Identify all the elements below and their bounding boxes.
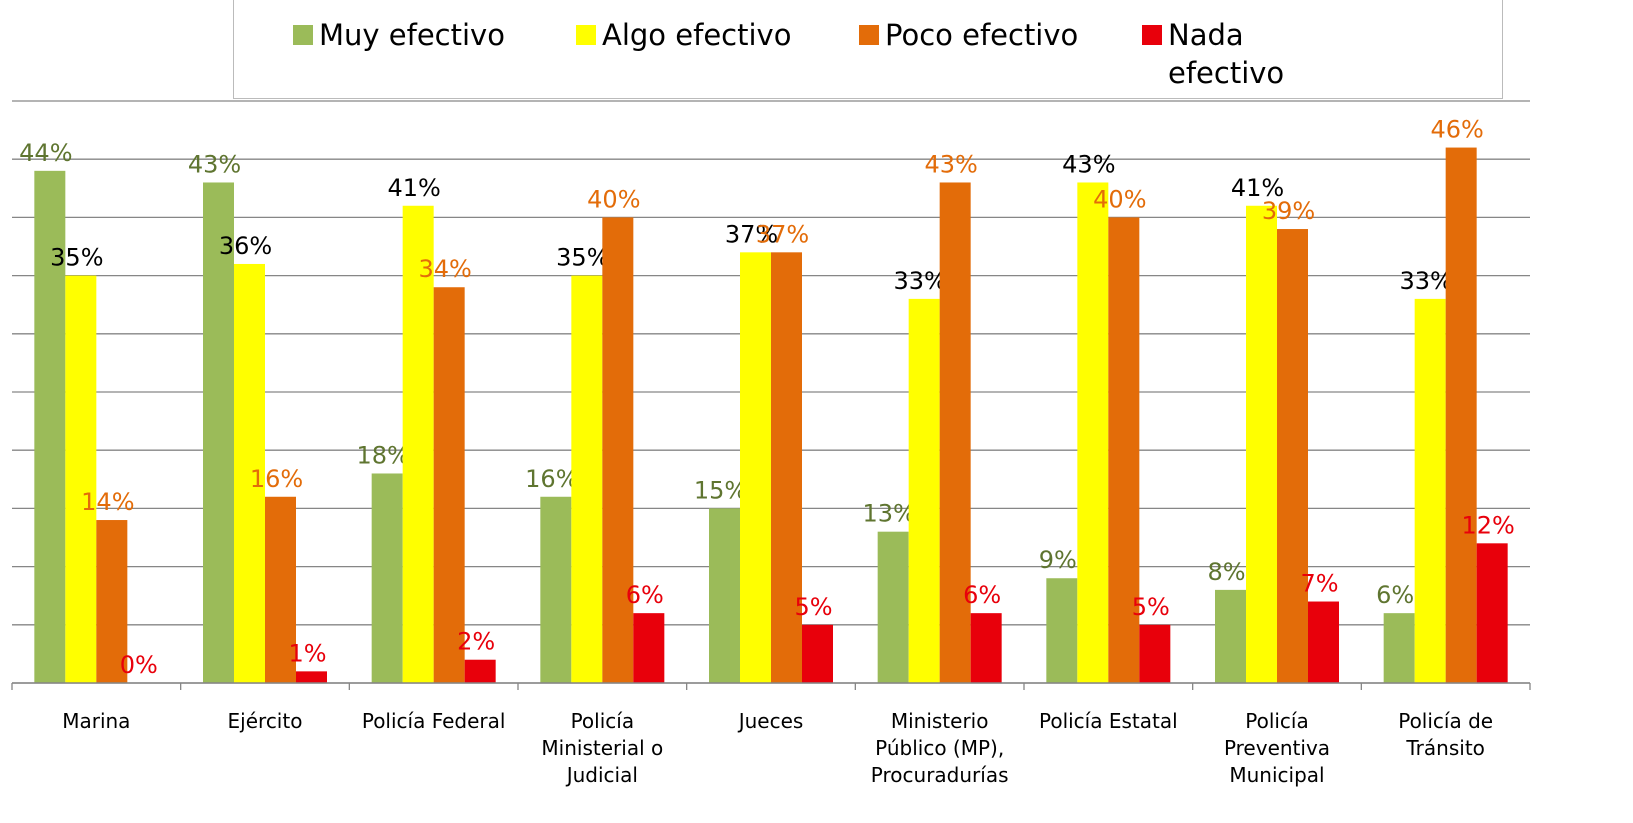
- data-label: 36%: [219, 232, 272, 260]
- bar: [1476, 543, 1508, 683]
- bar: [65, 275, 97, 683]
- bar: [1139, 624, 1171, 683]
- data-label: 16%: [250, 465, 303, 493]
- bar: [1246, 205, 1277, 683]
- bar: [1108, 217, 1140, 683]
- legend-item: Algo efectivo: [576, 16, 846, 54]
- x-tick-label: Marina: [62, 709, 131, 733]
- bar: [96, 520, 128, 683]
- bar: [1445, 147, 1477, 683]
- data-label: 15%: [694, 476, 747, 504]
- data-label: 35%: [50, 244, 103, 272]
- data-label: 46%: [1430, 116, 1483, 144]
- data-label: 8%: [1207, 558, 1245, 586]
- legend-label: Muy efectivo: [319, 18, 505, 52]
- x-tick-label: Policía Preventiva Municipal: [1223, 709, 1331, 787]
- bar: [234, 263, 265, 683]
- bar: [265, 496, 296, 683]
- legend-label: Nada efectivo: [1168, 18, 1285, 90]
- bar: [296, 671, 327, 683]
- bar: [802, 624, 833, 683]
- data-label: 6%: [626, 581, 664, 609]
- data-label: 33%: [893, 267, 946, 295]
- data-label: 44%: [19, 139, 72, 167]
- data-label: 40%: [1093, 185, 1146, 213]
- x-tick-label: Ministerio Público (MP), Procuradurías: [870, 709, 1009, 787]
- bar: [402, 205, 434, 683]
- data-label: 34%: [418, 255, 471, 283]
- x-tick-label: Policía Federal: [361, 709, 506, 733]
- data-label: 33%: [1399, 267, 1452, 295]
- legend-swatch: [859, 25, 879, 45]
- legend-item: Poco efectivo: [859, 16, 1129, 54]
- data-label: 2%: [457, 628, 495, 656]
- data-label: 0%: [120, 651, 158, 679]
- bar: [1215, 589, 1246, 683]
- data-label: 43%: [1062, 150, 1115, 178]
- data-label: 16%: [525, 465, 578, 493]
- data-label: 13%: [862, 500, 915, 528]
- data-label: 9%: [1039, 546, 1077, 574]
- data-label: 37%: [725, 220, 778, 248]
- bar: [203, 182, 234, 684]
- bar: [34, 170, 66, 684]
- bar: [908, 298, 940, 683]
- x-tick-label: Jueces: [738, 709, 804, 733]
- data-label: 39%: [1262, 197, 1315, 225]
- legend-label: Algo efectivo: [602, 18, 792, 52]
- data-label: 7%: [1300, 570, 1338, 598]
- data-label: 5%: [794, 593, 832, 621]
- data-label: 18%: [356, 441, 409, 469]
- bar: [1277, 229, 1308, 684]
- data-label: 1%: [288, 639, 326, 667]
- bar: [939, 182, 971, 684]
- bar: [877, 531, 909, 683]
- data-label: 6%: [1376, 581, 1414, 609]
- legend-swatch: [576, 25, 596, 45]
- data-label: 43%: [924, 150, 977, 178]
- data-label: 5%: [1132, 593, 1170, 621]
- bar: [1383, 613, 1415, 683]
- x-tick-label: Policía de Tránsito: [1398, 709, 1494, 760]
- x-tick-label: Policía Ministerial o Judicial: [541, 709, 664, 787]
- data-label: 40%: [587, 185, 640, 213]
- bar: [602, 217, 634, 683]
- bar: [464, 659, 496, 683]
- data-label: 6%: [963, 581, 1001, 609]
- bar: [970, 613, 1002, 683]
- bar: [709, 508, 740, 683]
- data-label: 35%: [556, 244, 609, 272]
- legend-swatch: [1142, 25, 1162, 45]
- bar: [1308, 601, 1339, 683]
- data-label: 14%: [81, 488, 134, 516]
- data-label: 37%: [756, 220, 809, 248]
- bar: [740, 252, 771, 683]
- bar: [540, 496, 572, 683]
- bar: [433, 287, 465, 683]
- bar: [1414, 298, 1446, 683]
- bar: [771, 252, 802, 683]
- legend: [233, 0, 1503, 99]
- data-label: 41%: [387, 174, 440, 202]
- x-tick-label: Ejército: [227, 709, 303, 733]
- legend-item: Muy efectivo: [293, 16, 563, 54]
- bar: [633, 613, 665, 683]
- data-label: 43%: [188, 150, 241, 178]
- data-label: 12%: [1461, 511, 1514, 539]
- legend-swatch: [293, 25, 313, 45]
- bar: [371, 473, 403, 683]
- bar: [1077, 182, 1109, 684]
- legend-item: Nada efectivo: [1142, 16, 1292, 92]
- bar: [1046, 578, 1078, 683]
- legend-label: Poco efectivo: [885, 18, 1079, 52]
- x-tick-label: Policía Estatal: [1038, 709, 1178, 733]
- bar: [571, 275, 603, 683]
- data-label: 41%: [1231, 174, 1284, 202]
